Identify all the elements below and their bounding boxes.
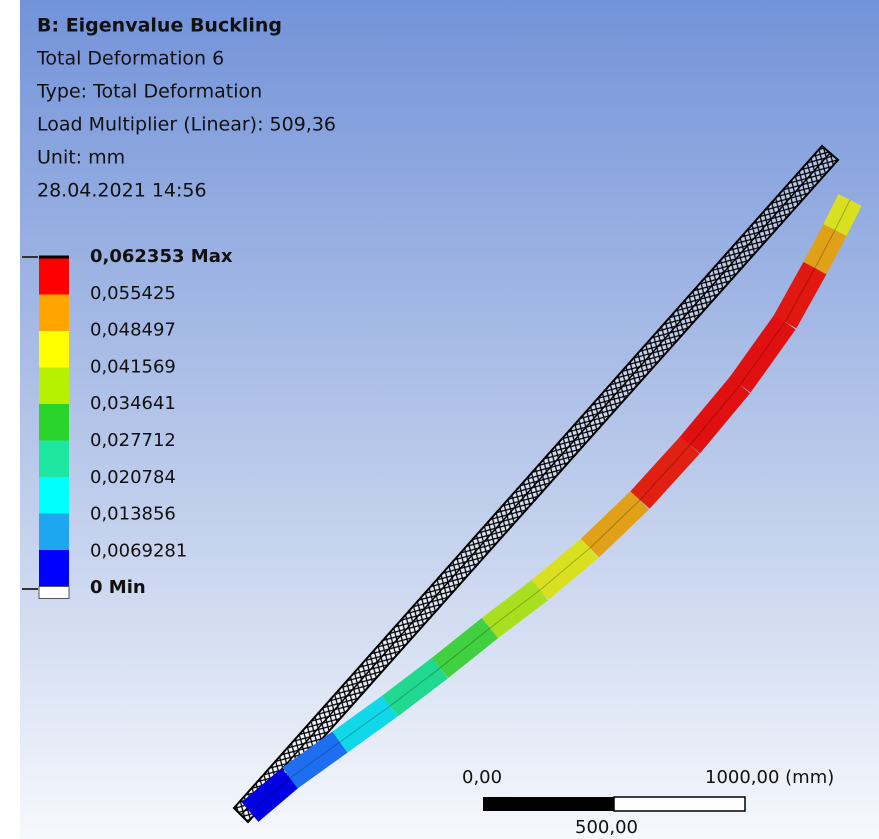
legend-swatch	[39, 295, 69, 332]
legend-label: 0,055425	[90, 283, 176, 304]
legend-label: 0,027712	[90, 430, 176, 451]
legend-swatch	[39, 441, 69, 478]
legend-label: 0,048497	[90, 320, 176, 341]
legend-label: 0,020784	[90, 467, 176, 488]
legend-swatch	[39, 550, 69, 587]
header-line: Type: Total Deformation	[36, 81, 262, 103]
legend-swatch	[39, 477, 69, 514]
viewport: 0,062353 Max 0,055425 0,048497 0,041569 0,03…	[0, 0, 879, 839]
header-title: B: Eigenvalue Buckling	[37, 15, 282, 37]
legend-label: 0,0069281	[90, 540, 187, 561]
scale-start: 0,00	[462, 767, 502, 788]
scale-end: 1000,00 (mm)	[705, 767, 834, 788]
scale-mid: 500,00	[575, 817, 638, 838]
left-margin	[0, 0, 20, 839]
page: 0,062353 Max 0,055425 0,048497 0,041569 0,03…	[0, 0, 879, 839]
legend-label: 0 Min	[90, 577, 146, 598]
legend-label: 0,041569	[90, 356, 176, 377]
header-line: Load Multiplier (Linear): 509,36	[37, 114, 336, 136]
legend-swatch	[39, 587, 69, 599]
scale-bar-white	[614, 797, 745, 811]
header-line: Unit: mm	[37, 147, 125, 169]
legend-swatch	[39, 258, 69, 295]
legend-swatch	[39, 514, 69, 551]
legend-swatch	[39, 368, 69, 405]
header-line: Total Deformation 6	[36, 48, 224, 70]
scale-bar-black	[483, 797, 614, 811]
legend-label: 0,062353 Max	[90, 246, 233, 267]
legend-label: 0,013856	[90, 504, 176, 525]
header-line: 28.04.2021 14:56	[37, 180, 207, 202]
legend-swatch	[39, 404, 69, 441]
legend-swatch	[39, 331, 69, 368]
legend-label: 0,034641	[90, 393, 176, 414]
